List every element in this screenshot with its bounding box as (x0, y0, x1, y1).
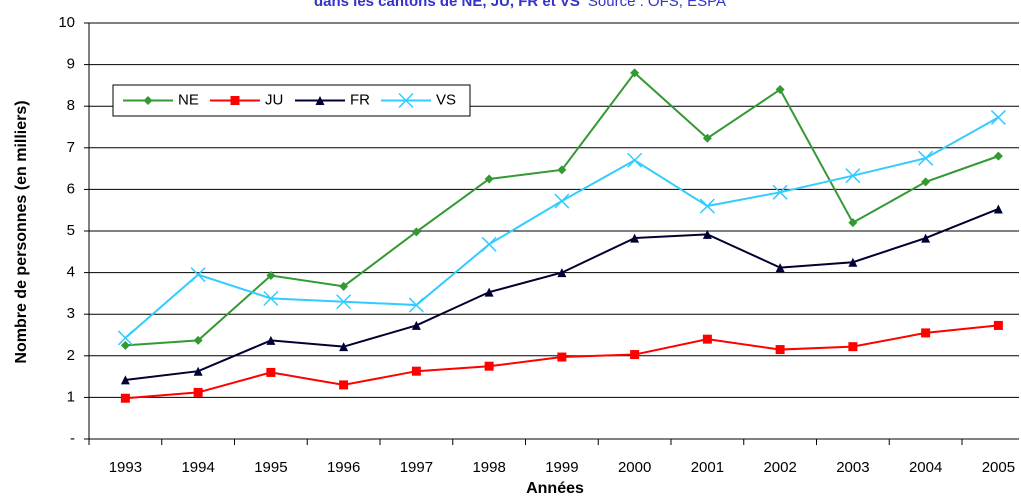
marker (848, 342, 858, 352)
marker (702, 229, 712, 239)
x-tick-label: 1998 (472, 459, 505, 476)
marker (557, 268, 567, 278)
marker (627, 152, 643, 168)
marker (120, 340, 130, 350)
marker (336, 294, 352, 310)
y-tick-label: 7 (67, 139, 75, 156)
marker (339, 281, 349, 291)
y-tick-label: 5 (67, 222, 75, 239)
x-tick-label: 1993 (109, 459, 142, 476)
x-tick-label: 1999 (545, 459, 578, 476)
y-tick-label: 10 (58, 14, 75, 31)
marker (557, 352, 567, 362)
x-tick-label: 1997 (400, 459, 433, 476)
y-tick-label: 1 (67, 388, 75, 405)
legend-label: FR (350, 91, 370, 108)
marker (481, 236, 497, 252)
marker (193, 366, 203, 376)
y-tick-label: 4 (67, 264, 75, 281)
x-tick-label: 2003 (836, 459, 869, 476)
x-tick-label: 1996 (327, 459, 360, 476)
x-axis-label: Années (526, 480, 584, 497)
marker (554, 193, 570, 209)
marker (484, 174, 494, 184)
marker (993, 320, 1003, 330)
marker (990, 109, 1006, 125)
marker (411, 227, 421, 237)
x-tick-label: 2001 (691, 459, 724, 476)
legend-marker (230, 96, 240, 105)
y-tick-label: 9 (67, 56, 75, 73)
marker (921, 177, 931, 187)
chart-subtitle: Source : OFS, ESPA (588, 0, 726, 10)
legend-label: VS (436, 91, 456, 108)
x-tick-label: 1995 (254, 459, 287, 476)
marker (699, 198, 715, 214)
marker (120, 375, 130, 385)
marker (411, 366, 421, 376)
marker (120, 393, 130, 403)
marker (702, 133, 712, 143)
x-tick-label: 2000 (618, 459, 651, 476)
marker (190, 267, 206, 283)
marker (266, 271, 276, 281)
marker (775, 345, 785, 355)
marker (921, 233, 931, 243)
marker (484, 287, 494, 297)
marker (630, 68, 640, 78)
marker (921, 328, 931, 338)
x-tick-label: 2005 (982, 459, 1015, 476)
y-axis-label: Nombre de personnes (en milliers) (13, 100, 30, 363)
legend-label: JU (265, 91, 283, 108)
marker (845, 168, 861, 184)
marker (848, 257, 858, 267)
legend-marker (315, 96, 325, 105)
marker (263, 290, 279, 306)
y-tick-label: 6 (67, 180, 75, 197)
marker (557, 165, 567, 175)
legend-label: NE (178, 91, 199, 108)
x-tick-label: 2004 (909, 459, 942, 476)
marker (918, 150, 934, 166)
marker (193, 335, 203, 345)
marker (702, 334, 712, 344)
marker (775, 85, 785, 95)
marker (775, 263, 785, 273)
marker (339, 342, 349, 352)
y-tick-label: 3 (67, 305, 75, 322)
chart-title-block: dans les cantons de NE, JU, FR et VS Sour… (314, 0, 726, 10)
marker (266, 367, 276, 377)
marker (117, 330, 133, 346)
chart-title: dans les cantons de NE, JU, FR et VS (314, 0, 580, 10)
y-tick-label: 8 (67, 97, 75, 114)
y-tick-label: - (70, 430, 75, 447)
marker (193, 387, 203, 397)
series-line (125, 324, 999, 400)
marker (339, 380, 349, 390)
marker (484, 361, 494, 371)
marker (630, 233, 640, 243)
marker (266, 335, 276, 345)
marker (411, 320, 421, 330)
x-tick-label: 2002 (763, 459, 796, 476)
x-tick-label: 1994 (181, 459, 214, 476)
marker (772, 184, 788, 200)
series-line (124, 116, 999, 339)
y-tick-label: 2 (67, 347, 75, 364)
marker (993, 204, 1003, 214)
marker (630, 350, 640, 360)
marker (408, 297, 424, 313)
legend-marker (398, 92, 414, 109)
marker (848, 218, 858, 228)
marker (993, 151, 1003, 161)
legend-marker (143, 96, 153, 105)
